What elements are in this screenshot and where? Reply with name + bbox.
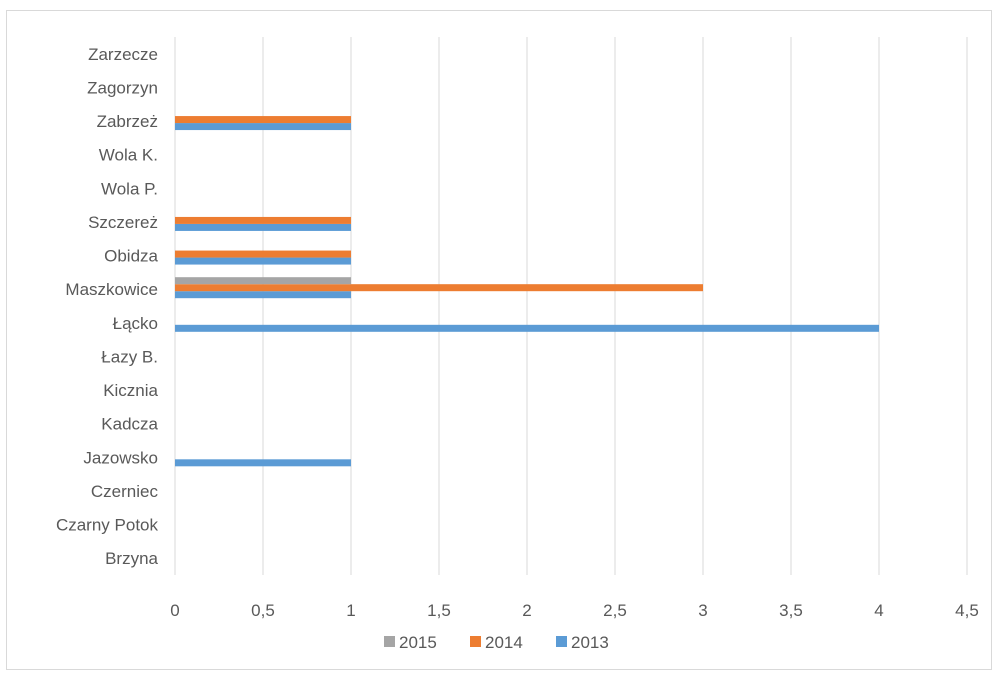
x-tick-label: 4,5 — [955, 601, 979, 620]
bar-jazowsko-2013 — [175, 459, 351, 467]
category-label-zarzecze: Zarzecze — [88, 45, 158, 64]
bar-szczerez-2014 — [175, 216, 351, 224]
x-tick-label: 1,5 — [427, 601, 451, 620]
bar-zabrzez-2013 — [175, 123, 351, 131]
legend-label-2014: 2014 — [485, 633, 523, 652]
bar-lacko-2013 — [175, 324, 879, 332]
legend-label-2015: 2015 — [399, 633, 437, 652]
x-tick-label: 4 — [874, 601, 883, 620]
x-tick-label: 2,5 — [603, 601, 627, 620]
x-tick-label: 0 — [170, 601, 179, 620]
x-tick-label: 0,5 — [251, 601, 275, 620]
category-label-kicznia: Kicznia — [103, 381, 158, 400]
bars — [175, 116, 879, 467]
bar-szczerez-2013 — [175, 223, 351, 231]
category-label-wola-k: Wola K. — [99, 146, 158, 165]
category-label-czerniec: Czerniec — [91, 482, 159, 501]
category-label-czarny-potok: Czarny Potok — [56, 516, 159, 535]
category-label-jazowsko: Jazowsko — [83, 448, 158, 467]
category-label-zagorzyn: Zagorzyn — [87, 78, 158, 97]
x-tick-label: 2 — [522, 601, 531, 620]
bar-maszkowice-2013 — [175, 291, 351, 299]
category-labels: Brzyna Czarny Potok Czerniec Jazowsko Kadcza… — [56, 45, 159, 568]
category-label-maszkowice: Maszkowice — [65, 280, 158, 299]
chart-area: Brzyna Czarny Potok Czerniec Jazowsko Kadcza… — [6, 10, 992, 670]
legend-label-2013: 2013 — [571, 633, 609, 652]
category-label-wola-p: Wola P. — [101, 179, 158, 198]
legend: 2015 2014 2013 — [384, 633, 609, 652]
x-axis-tick-labels: 0 0,5 1 1,5 2 2,5 3 3,5 4 4,5 — [170, 601, 979, 620]
category-label-lazy-b: Łazy B. — [101, 347, 158, 366]
x-tick-label: 3,5 — [779, 601, 803, 620]
legend-swatch-2013 — [556, 636, 567, 647]
bar-chart: Brzyna Czarny Potok Czerniec Jazowsko Kadcza… — [56, 37, 979, 652]
bar-maszkowice-2015 — [175, 277, 351, 285]
category-label-zabrzez: Zabrzeż — [97, 112, 158, 131]
bar-obidza-2014 — [175, 250, 351, 258]
legend-swatch-2015 — [384, 636, 395, 647]
bar-maszkowice-2014 — [175, 284, 703, 292]
bar-zabrzez-2014 — [175, 116, 351, 124]
bar-obidza-2013 — [175, 257, 351, 265]
x-tick-label: 1 — [346, 601, 355, 620]
x-tick-label: 3 — [698, 601, 707, 620]
category-label-obidza: Obidza — [104, 247, 158, 266]
category-label-szczerez: Szczereż — [88, 213, 158, 232]
category-label-lacko: Łącko — [113, 314, 158, 333]
category-label-brzyna: Brzyna — [105, 549, 158, 568]
legend-swatch-2014 — [470, 636, 481, 647]
category-label-kadcza: Kadcza — [101, 415, 158, 434]
